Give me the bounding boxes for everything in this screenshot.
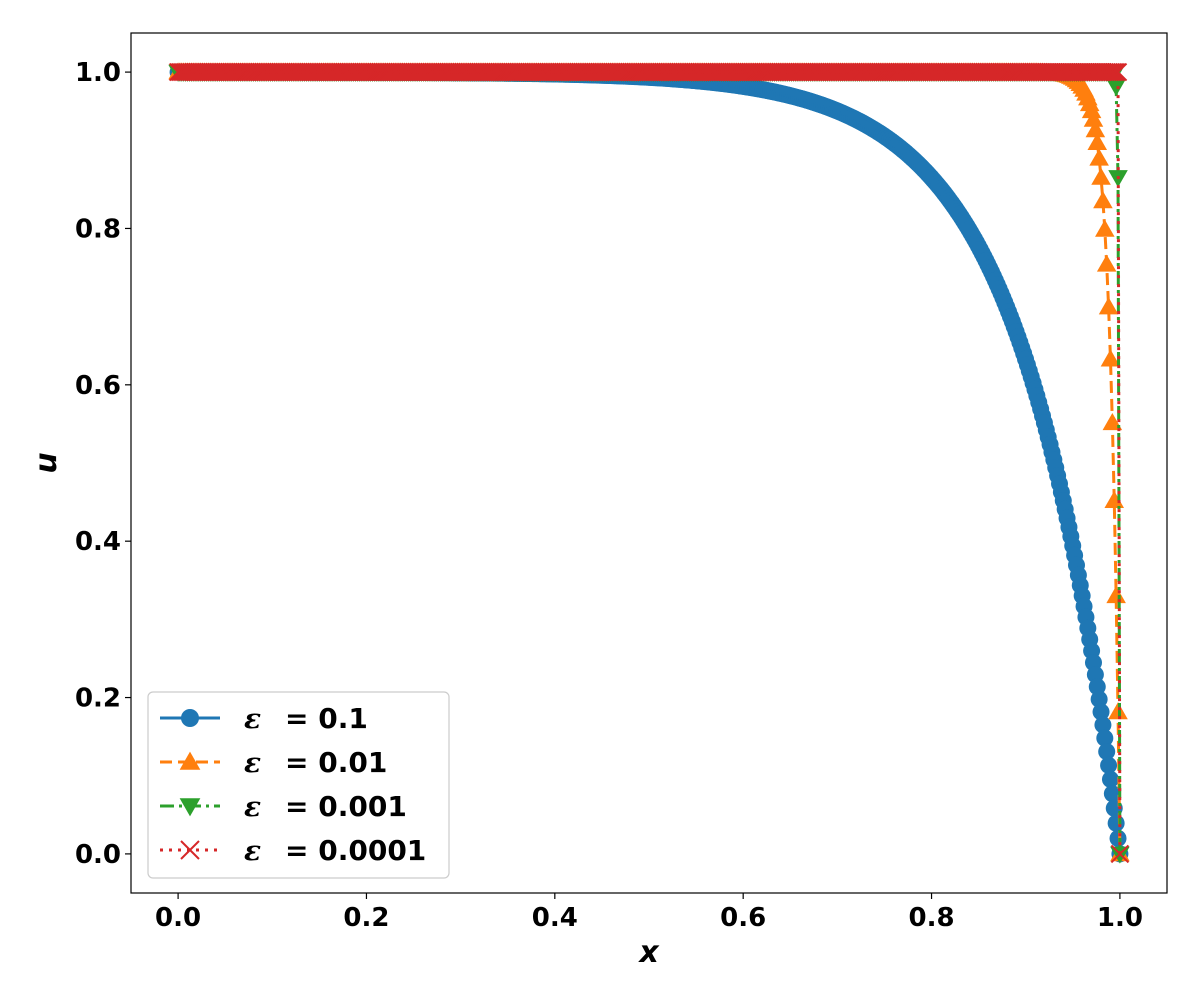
data-point xyxy=(1098,297,1119,315)
data-point xyxy=(1098,743,1116,761)
legend-epsilon-symbol: ε xyxy=(244,790,261,823)
legend-marker xyxy=(181,709,199,727)
legend-epsilon-symbol: ε xyxy=(244,746,261,779)
y-tick-label: 0.0 xyxy=(75,840,121,870)
y-tick-label: 0.8 xyxy=(75,214,121,244)
data-point xyxy=(1083,109,1104,127)
legend-marker xyxy=(179,751,201,770)
data-point xyxy=(1100,756,1118,774)
legend-epsilon-symbol: ε xyxy=(244,702,261,735)
data-point xyxy=(1106,78,1126,97)
data-point xyxy=(1091,167,1111,185)
data-point xyxy=(1087,132,1108,151)
legend-label: ε = 0.01 xyxy=(244,746,387,779)
data-point xyxy=(1108,62,1128,82)
data-point xyxy=(1094,716,1112,734)
y-tick-label: 0.6 xyxy=(75,371,121,401)
legend-item: ε = 0.1 xyxy=(160,702,368,735)
legend-value: = 0.001 xyxy=(285,790,407,823)
data-point xyxy=(1101,770,1119,788)
data-point xyxy=(1093,191,1113,209)
data-point xyxy=(1099,62,1118,82)
plot-frame xyxy=(130,32,1168,894)
x-tick-label: 0.2 xyxy=(343,903,389,933)
legend-epsilon-symbol: ε xyxy=(244,834,261,867)
legend-item: ε = 0.0001 xyxy=(160,834,426,867)
data-point xyxy=(1085,120,1106,138)
legend: ε = 0.1 ε = 0.01 ε = 0.001 ε = 0.0001 xyxy=(147,691,450,879)
x-tick-label: 0.0 xyxy=(155,903,201,933)
data-point xyxy=(1103,62,1122,82)
data-point xyxy=(1089,148,1109,166)
x-tick-label: 0.4 xyxy=(532,903,578,933)
data-point xyxy=(1105,62,1124,82)
x-axis-label: x xyxy=(637,935,660,970)
data-point xyxy=(1092,703,1110,721)
axes-layer: 0.0 0.2 0.4 0.6 0.8 1.0 0.0 0.2 0.4 0.6 0.8 1.0 xyxy=(75,32,1168,933)
data-point xyxy=(1110,844,1130,864)
data-point xyxy=(1088,678,1106,696)
legend-label: ε = 0.0001 xyxy=(244,834,426,867)
data-point xyxy=(1096,729,1114,747)
legend-marker xyxy=(180,840,200,860)
x-tick-label: 0.8 xyxy=(909,903,955,933)
legend-box xyxy=(147,691,450,879)
data-point xyxy=(1107,814,1125,832)
legend-label: ε = 0.001 xyxy=(244,790,407,823)
legend-value: = 0.01 xyxy=(285,746,387,779)
series-markers xyxy=(168,62,1130,864)
data-point xyxy=(1095,219,1115,237)
x-tick-label: 1.0 xyxy=(1097,903,1143,933)
data-point xyxy=(1100,349,1121,367)
data-point xyxy=(1106,585,1126,604)
legend-item: ε = 0.01 xyxy=(160,746,387,779)
y-tick-label: 0.2 xyxy=(75,684,121,714)
series-layer xyxy=(168,62,1130,864)
data-point xyxy=(1081,101,1102,119)
legend-value: = 0.1 xyxy=(285,702,368,735)
legend-value: = 0.0001 xyxy=(285,834,426,867)
x-tick-label: 0.6 xyxy=(720,903,766,933)
legend-marker xyxy=(179,798,201,817)
legend-item: ε = 0.001 xyxy=(160,790,407,823)
y-axis-label: u xyxy=(29,452,64,473)
y-tick-label: 0.4 xyxy=(75,527,121,557)
series-4 xyxy=(168,62,1130,864)
data-point xyxy=(1109,829,1127,847)
legend-label: ε = 0.1 xyxy=(244,702,368,735)
data-point xyxy=(1096,254,1117,272)
y-tick-label: 1.0 xyxy=(75,58,121,88)
data-point xyxy=(1090,690,1108,708)
data-point xyxy=(1101,62,1120,82)
data-point xyxy=(1106,62,1126,82)
data-point xyxy=(1104,490,1125,508)
data-point xyxy=(1103,785,1121,803)
